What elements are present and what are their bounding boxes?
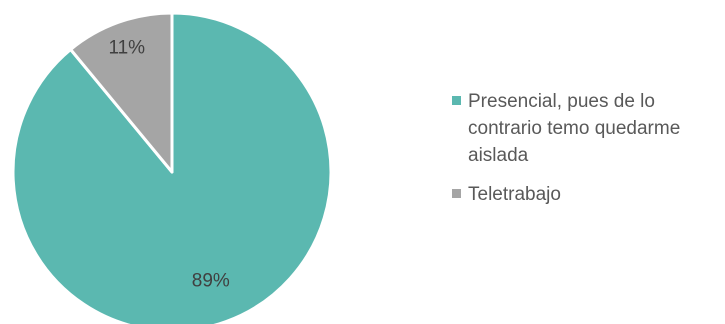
legend: Presencial, pues de lo contrario temo qu… <box>452 88 722 220</box>
pie-slice-teletrabajo <box>69 11 174 174</box>
legend-label-presencial: Presencial, pues de lo contrario temo qu… <box>468 91 681 166</box>
data-label-teletrabajo: 11% <box>108 37 145 58</box>
legend-swatch-presencial <box>452 96 461 105</box>
legend-swatch-teletrabajo <box>452 189 461 198</box>
legend-label-teletrabajo: Teletrabajo <box>468 184 561 205</box>
data-label-presencial: 89% <box>192 271 230 292</box>
legend-item-presencial: Presencial, pues de lo contrario temo qu… <box>452 88 722 169</box>
legend-item-teletrabajo: Teletrabajo <box>452 181 722 208</box>
